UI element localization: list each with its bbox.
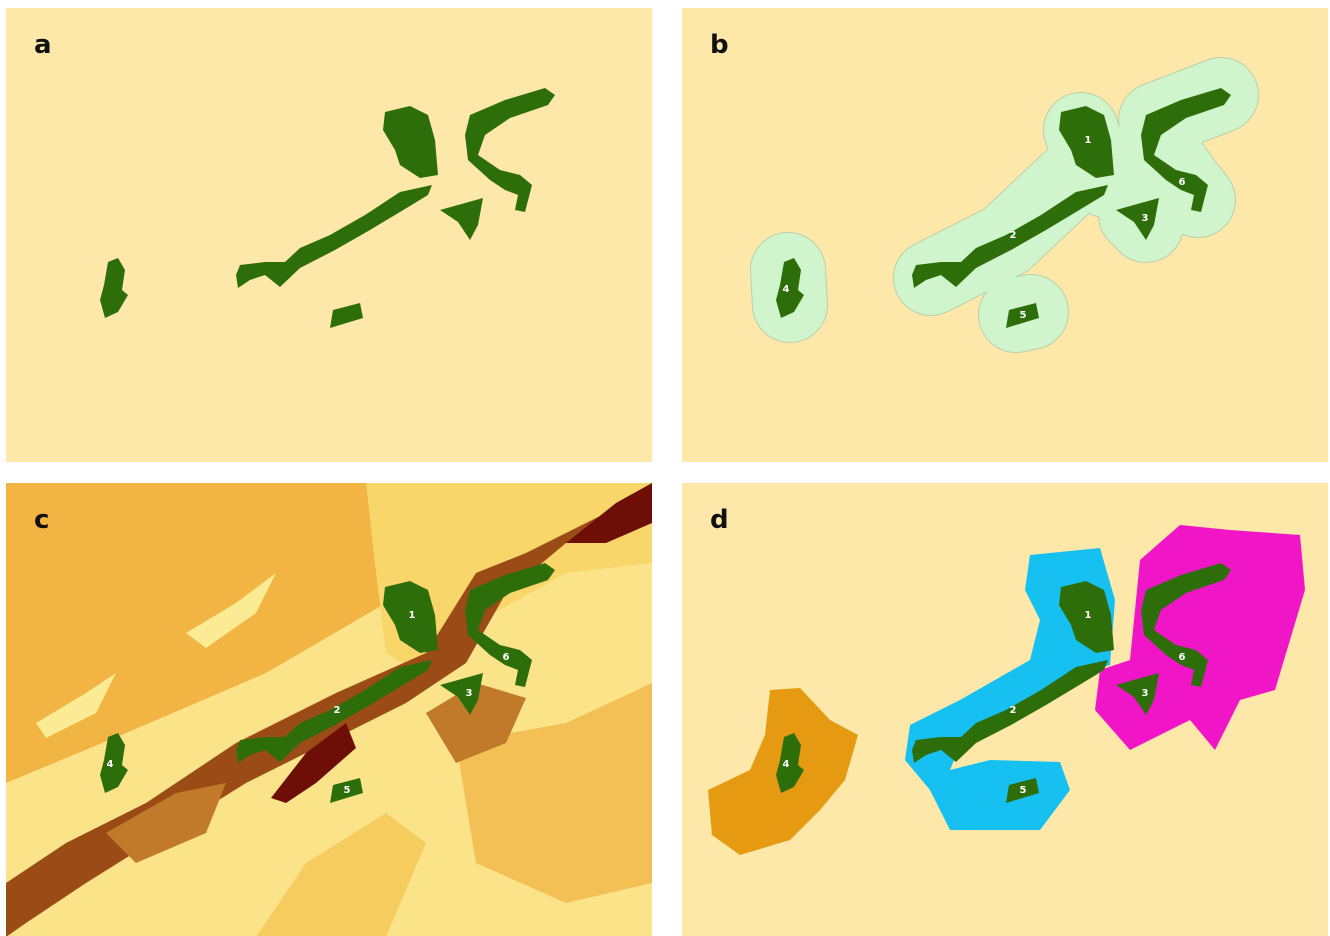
patch-label: 2 (1010, 705, 1017, 716)
patch-label: 1 (409, 610, 416, 621)
patch-label: 3 (466, 688, 473, 699)
patch-label: 5 (1020, 310, 1027, 321)
patch-label: 1 (1085, 135, 1092, 146)
patch-label: 4 (783, 759, 790, 770)
panel-a (6, 8, 652, 462)
patch-label: 2 (1010, 230, 1017, 241)
patch-label: 6 (503, 652, 510, 663)
background (6, 8, 652, 462)
patch-label: 4 (783, 284, 790, 295)
panel-label: a (34, 30, 52, 60)
patch-label: 6 (1179, 652, 1186, 663)
patch-label: 2 (334, 705, 341, 716)
panel-d (682, 483, 1328, 936)
patch-label: 6 (1179, 177, 1186, 188)
patch-label: 3 (1142, 688, 1149, 699)
panel-label: b (710, 30, 729, 60)
patch-label: 4 (107, 759, 114, 770)
patch-label: 5 (344, 785, 351, 796)
patch-label: 5 (1020, 785, 1027, 796)
patch-label: 1 (1085, 610, 1092, 621)
patch-label: 3 (1142, 213, 1149, 224)
panel-label: d (710, 505, 729, 535)
panel-c (6, 483, 652, 936)
panel-label: c (34, 505, 49, 535)
panel-b (682, 8, 1328, 462)
